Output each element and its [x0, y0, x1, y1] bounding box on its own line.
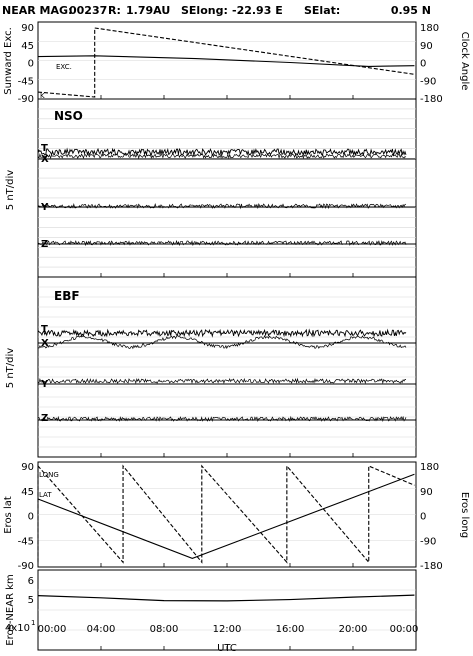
y-tick-right: 90 — [420, 41, 433, 52]
x-tick-label: 00:00 — [38, 624, 67, 635]
k-annotation: K — [40, 92, 45, 100]
ebf-component-x: X — [41, 338, 49, 349]
distance-tick-4x10: 4x10 — [5, 623, 30, 634]
nso-ylabel: 5 nT/div — [5, 170, 16, 210]
y-tick-right: 180 — [420, 462, 439, 473]
y-tick-right: 0 — [420, 512, 426, 523]
distance-tick-5: 5 — [28, 595, 34, 606]
mag-trace — [37, 377, 407, 385]
nso-component-x: X — [41, 154, 49, 165]
mag-trace — [37, 239, 407, 247]
clock-angle-ylabel: Clock Angle — [459, 32, 470, 91]
series-line — [37, 473, 415, 559]
sunward-exc-ylabel: Sunward Exc. — [3, 27, 14, 95]
ebf-panel-label: EBF — [54, 289, 80, 303]
x-tick-label: 08:00 — [150, 624, 179, 635]
y-tick-right: -180 — [420, 94, 443, 105]
y-tick-left: -90 — [18, 561, 34, 572]
ebf-component-t: T — [41, 324, 48, 335]
nso-component-z: Z — [41, 239, 48, 250]
title-r-value: 1.79AU — [126, 4, 170, 17]
eros-near-ylabel: Eros-NEAR km — [5, 574, 16, 645]
figure-title: NEAR MAG: 00237 R: 1.79AU SElong: -22.93… — [2, 4, 431, 17]
distance-line — [37, 594, 415, 602]
y-tick-left: 45 — [21, 487, 34, 498]
y-tick-left: 90 — [21, 23, 34, 34]
title-r-label: R: — [108, 4, 121, 17]
x-tick-label: 00:00 — [390, 624, 419, 635]
ebf-ylabel: 5 nT/div — [5, 348, 16, 388]
title-selong-label: SElong: — [181, 4, 228, 17]
mag-trace — [37, 334, 407, 350]
ebf-component-y: Y — [40, 379, 49, 390]
mag-trace — [37, 152, 407, 160]
grid-layer — [37, 40, 417, 650]
y-tick-left: -45 — [18, 536, 34, 547]
y-tick-right: 0 — [420, 59, 426, 70]
y-tick-left: 0 — [28, 512, 34, 523]
y-tick-left: -90 — [18, 94, 34, 105]
y-tick-left: 45 — [21, 41, 34, 52]
title-selat-value: 0.95 N — [391, 4, 431, 17]
title-mission: NEAR MAG: — [2, 4, 72, 17]
x-axis-label: UTC — [217, 643, 237, 654]
x-tick-label: 20:00 — [339, 624, 368, 635]
mag-trace — [37, 147, 407, 157]
label-layer: 00:00 04:00 08:00 12:00 16:00 20:00 00:00 90 45 0… — [18, 23, 443, 635]
y-tick-right: -90 — [420, 76, 436, 87]
y-tick-right: 180 — [420, 23, 439, 34]
distance-tick-6: 6 — [28, 576, 34, 587]
mag-trace — [37, 415, 407, 423]
y-tick-left: 0 — [28, 59, 34, 70]
nso-component-t: T — [41, 143, 48, 154]
x-tick-label: 04:00 — [87, 624, 116, 635]
eros-lat-ylabel: Eros lat — [3, 496, 14, 534]
series-line — [37, 464, 415, 564]
ebf-component-z: Z — [41, 413, 48, 424]
eros-long-ylabel: Eros long — [459, 492, 470, 538]
long-annotation: LONG — [39, 471, 59, 479]
y-tick-right: 90 — [420, 487, 433, 498]
y-tick-left: 90 — [21, 462, 34, 473]
y-tick-right: -180 — [420, 561, 443, 572]
mag-trace — [37, 202, 407, 210]
nso-component-y: Y — [40, 202, 49, 213]
lat-annotation: LAT — [39, 491, 52, 499]
x-tick-label: 16:00 — [276, 624, 305, 635]
y-tick-right: -90 — [420, 536, 436, 547]
mag-trace — [37, 328, 407, 338]
series-line — [37, 27, 415, 98]
title-selong-value: -22.93 E — [232, 4, 283, 17]
series-line — [37, 55, 415, 67]
x-tick-label: 12:00 — [213, 624, 242, 635]
distance-tick-exponent: 1 — [31, 619, 35, 627]
title-day: 00237 — [69, 4, 107, 17]
title-selat-label: SElat: — [304, 4, 340, 17]
nso-panel-label: NSO — [54, 109, 83, 123]
data-layer — [37, 27, 416, 602]
exc-annotation: EXC. — [56, 63, 72, 71]
y-tick-left: -45 — [18, 76, 34, 87]
